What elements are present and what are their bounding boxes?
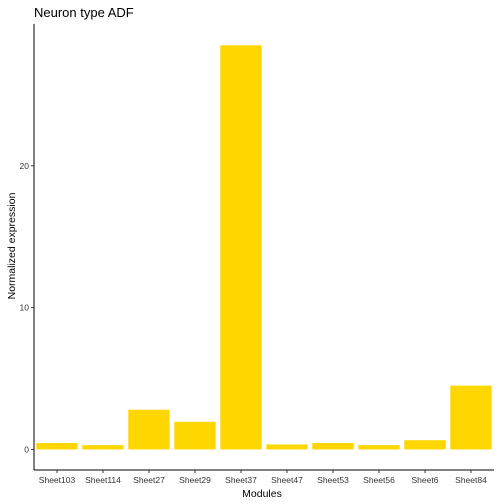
bar-sheet6 <box>404 440 446 450</box>
bar-sheet114 <box>82 445 124 450</box>
bar-sheet53 <box>312 443 354 450</box>
y-axis: 0 10 20 <box>20 24 35 470</box>
bar-sheet37 <box>220 45 262 450</box>
x-tick-label: Sheet37 <box>225 475 257 485</box>
bar-sheet84 <box>450 385 492 450</box>
x-tick-label: Sheet27 <box>133 475 165 485</box>
bars-group <box>36 45 492 450</box>
x-tick-label: Sheet6 <box>412 475 439 485</box>
bar-sheet56 <box>358 445 400 450</box>
x-tick-label: Sheet53 <box>317 475 349 485</box>
x-tick-label: Sheet56 <box>363 475 395 485</box>
bar-sheet47 <box>266 444 308 450</box>
x-tick-label: Sheet84 <box>455 475 487 485</box>
y-tick-label: 0 <box>24 444 29 454</box>
bar-sheet103 <box>36 443 78 450</box>
x-tick-label: Sheet103 <box>39 475 76 485</box>
y-tick-label: 10 <box>20 303 30 313</box>
chart-title: Neuron type ADF <box>34 5 134 20</box>
x-tick-label: Sheet47 <box>271 475 303 485</box>
y-tick-label: 20 <box>20 161 30 171</box>
bar-sheet27 <box>128 409 170 450</box>
x-tick-label: Sheet114 <box>85 475 121 485</box>
bar-sheet29 <box>174 421 216 450</box>
x-axis: Sheet103 Sheet114 Sheet27 Sheet29 Sheet37 She… <box>34 469 494 485</box>
x-tick-label: Sheet29 <box>179 475 211 485</box>
x-axis-title: Modules <box>242 488 282 500</box>
y-axis-title: Normalized expression <box>6 192 18 299</box>
